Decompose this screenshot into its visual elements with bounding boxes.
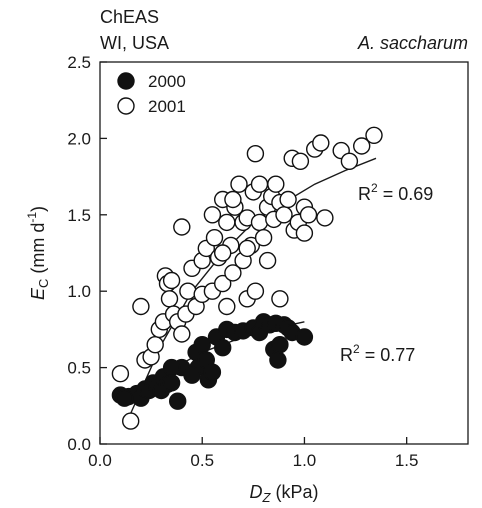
point-2001	[213, 274, 232, 293]
legend: 2000 2001	[117, 72, 186, 116]
point-2001	[312, 134, 330, 152]
r2-annotation-2000: R2 = 0.77	[340, 342, 415, 365]
point-2001	[246, 282, 265, 300]
legend-marker-2000	[117, 72, 135, 90]
point-2000	[162, 374, 181, 392]
point-2000	[271, 336, 289, 354]
point-2001	[246, 144, 265, 163]
y-tick-label: 0.0	[67, 435, 91, 454]
point-2001	[279, 190, 297, 209]
legend-label-2000: 2000	[148, 72, 186, 91]
point-2001	[224, 190, 242, 209]
point-2001	[353, 137, 371, 155]
point-2001	[218, 297, 236, 316]
point-2001	[132, 297, 150, 316]
point-2001	[179, 282, 197, 300]
point-2000	[203, 363, 222, 381]
point-2000	[193, 336, 211, 354]
point-2001	[316, 209, 334, 227]
point-2001	[365, 126, 383, 145]
y-axis-label: EC (mm d-1)	[25, 206, 51, 300]
point-2001	[291, 152, 310, 171]
point-2001	[146, 336, 164, 354]
point-2001	[203, 206, 222, 224]
x-axis: 0.0 0.5 1.0 1.5	[88, 437, 418, 470]
location-label: WI, USA	[100, 33, 169, 53]
point-2000	[183, 366, 201, 384]
point-2000	[213, 339, 232, 357]
point-2001	[295, 224, 314, 242]
point-2001	[230, 175, 248, 193]
point-2001	[258, 251, 277, 270]
x-tick-label: 1.0	[293, 451, 317, 470]
point-2001	[275, 206, 293, 224]
point-2001	[250, 213, 269, 232]
y-tick-label: 1.0	[67, 282, 91, 301]
point-2001	[121, 412, 140, 430]
point-2001	[271, 290, 289, 308]
point-2001	[173, 325, 191, 343]
x-axis-label: DZ (kPa)	[250, 482, 319, 505]
point-2001	[218, 213, 236, 232]
legend-marker-2001	[117, 97, 135, 115]
point-2001	[160, 290, 179, 308]
legend-label-2001: 2001	[148, 97, 186, 116]
data-points	[111, 126, 383, 430]
point-2001	[111, 365, 130, 383]
y-tick-label: 2.0	[67, 129, 91, 148]
point-2000	[168, 392, 187, 410]
point-2001	[213, 244, 232, 262]
site-label: ChEAS	[100, 7, 159, 27]
x-tick-label: 1.5	[395, 451, 419, 470]
point-2000	[162, 358, 181, 377]
point-2000	[115, 389, 134, 407]
point-2001	[340, 152, 359, 171]
point-2001	[162, 271, 181, 290]
point-2000	[269, 351, 287, 369]
point-2001	[250, 175, 269, 193]
point-2001	[238, 239, 256, 258]
point-2000	[295, 328, 314, 346]
point-2001	[299, 206, 318, 224]
y-tick-label: 2.5	[67, 53, 91, 72]
point-2001	[224, 264, 242, 282]
point-2001	[173, 218, 191, 236]
r2-annotation-2001: R2 = 0.69	[358, 181, 433, 204]
species-label: A. saccharum	[357, 33, 468, 53]
y-tick-label: 1.5	[67, 206, 91, 225]
y-axis: 0.0 0.5 1.0 1.5 2.0 2.5	[67, 53, 107, 454]
point-2001	[267, 175, 285, 193]
plot-area-frame	[99, 61, 469, 445]
point-2001	[205, 228, 224, 247]
point-2001	[254, 228, 273, 247]
x-tick-label: 0.5	[190, 451, 214, 470]
y-tick-label: 0.5	[67, 359, 91, 378]
x-tick-label: 0.0	[88, 451, 112, 470]
